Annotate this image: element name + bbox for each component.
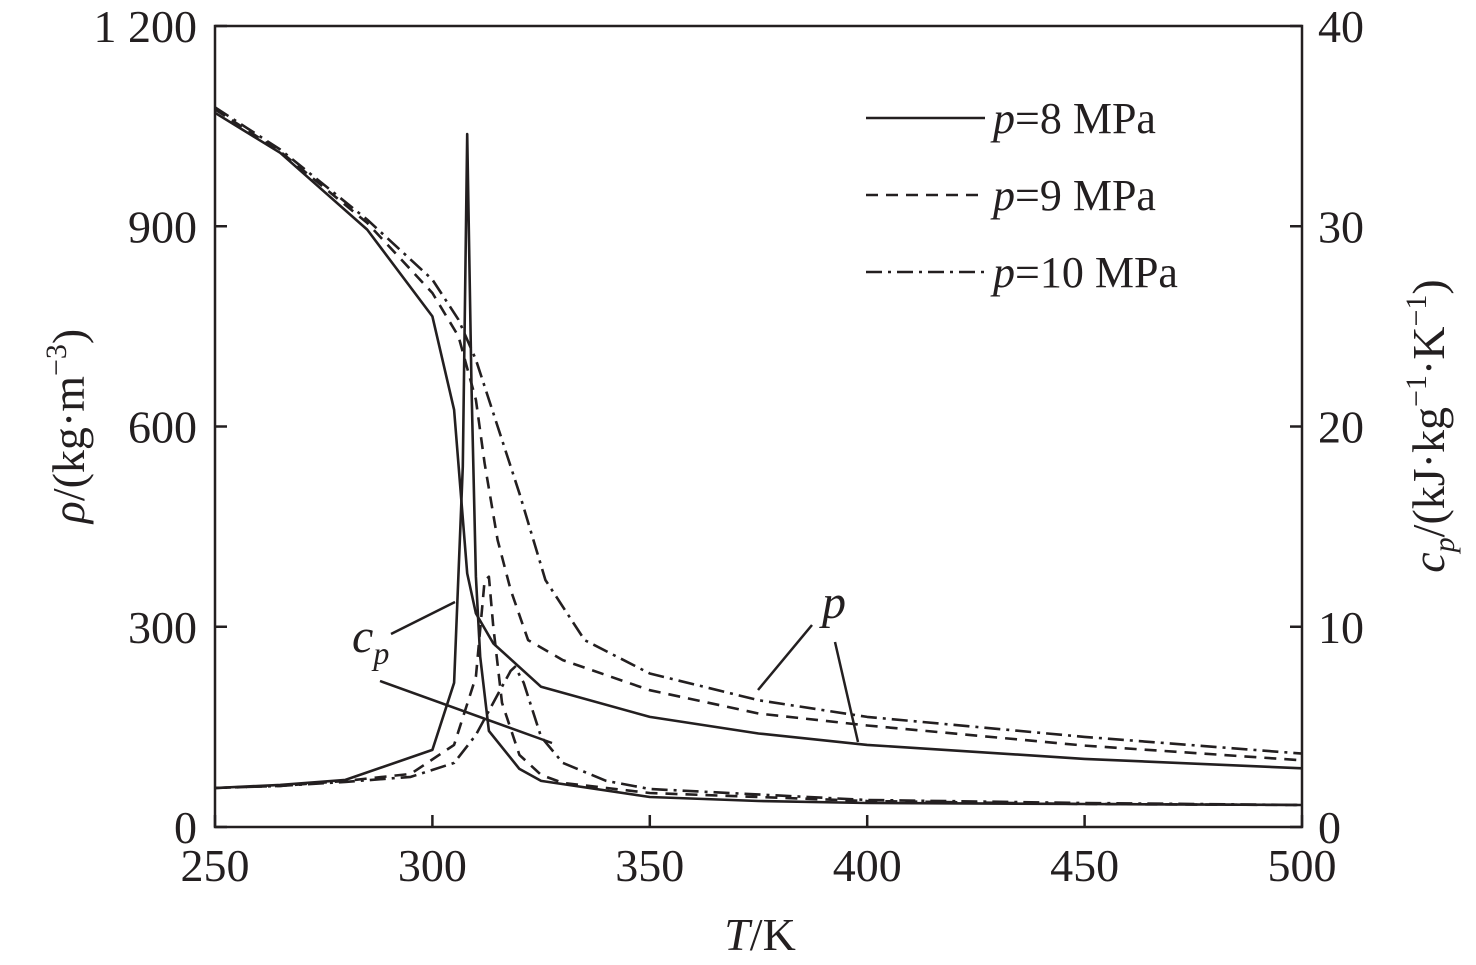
series-line-cp-10mpa (214, 665, 1303, 807)
y-left-tick-label: 0 (174, 802, 197, 853)
cp-annotation-label: cp (352, 610, 389, 671)
y-axis-title-right: cp/(kJ·kg−1·K−1) (1400, 279, 1461, 572)
x-axis-title: T/K (724, 909, 796, 960)
legend: p=8 MPa p=9 MPa p=10 MPa (866, 94, 1178, 297)
legend-label-10mpa: p=10 MPa (990, 248, 1178, 297)
y-left-tick-label: 600 (128, 402, 197, 453)
y-right-tick-label: 0 (1318, 802, 1341, 853)
y-left-tick-label: 900 (128, 201, 197, 252)
density-leader-line-left (757, 624, 813, 691)
cp-leader-line-lower (379, 679, 553, 745)
series-layer (214, 106, 1303, 807)
y-right-tick-label: 20 (1318, 402, 1364, 453)
y-right-tick-label: 40 (1318, 1, 1364, 52)
x-tick-label: 300 (398, 840, 467, 891)
legend-label-8mpa: p=8 MPa (990, 94, 1156, 143)
y-left-tick-label: 1 200 (94, 1, 198, 52)
series-line-density-10mpa (214, 106, 1303, 755)
series-line-density-8mpa (214, 111, 1303, 770)
density-leader-line-right (833, 641, 860, 743)
y-left-tick-label: 300 (128, 602, 197, 653)
x-tick-label: 450 (1050, 840, 1119, 891)
y-right-tick-label: 10 (1318, 602, 1364, 653)
x-tick-label: 350 (615, 840, 684, 891)
density-annotation-label: p (819, 576, 846, 629)
y-right-tick-label: 30 (1318, 201, 1364, 252)
x-tick-label: 400 (833, 840, 902, 891)
series-line-cp-8mpa (214, 132, 1303, 807)
series-line-cp-9mpa (214, 575, 1303, 807)
x-tick-label: 500 (1268, 840, 1337, 891)
cp-annotation: cp (352, 600, 553, 745)
series-line-density-9mpa (214, 108, 1303, 762)
x-tick-label: 250 (181, 840, 250, 891)
legend-label-9mpa: p=9 MPa (990, 171, 1156, 220)
cp-leader-line-upper (390, 600, 456, 636)
plot-frame (213, 24, 1304, 829)
y-axis-title-left: ρ/(kg·m−3) (40, 329, 94, 526)
density-annotation: p (757, 576, 860, 743)
